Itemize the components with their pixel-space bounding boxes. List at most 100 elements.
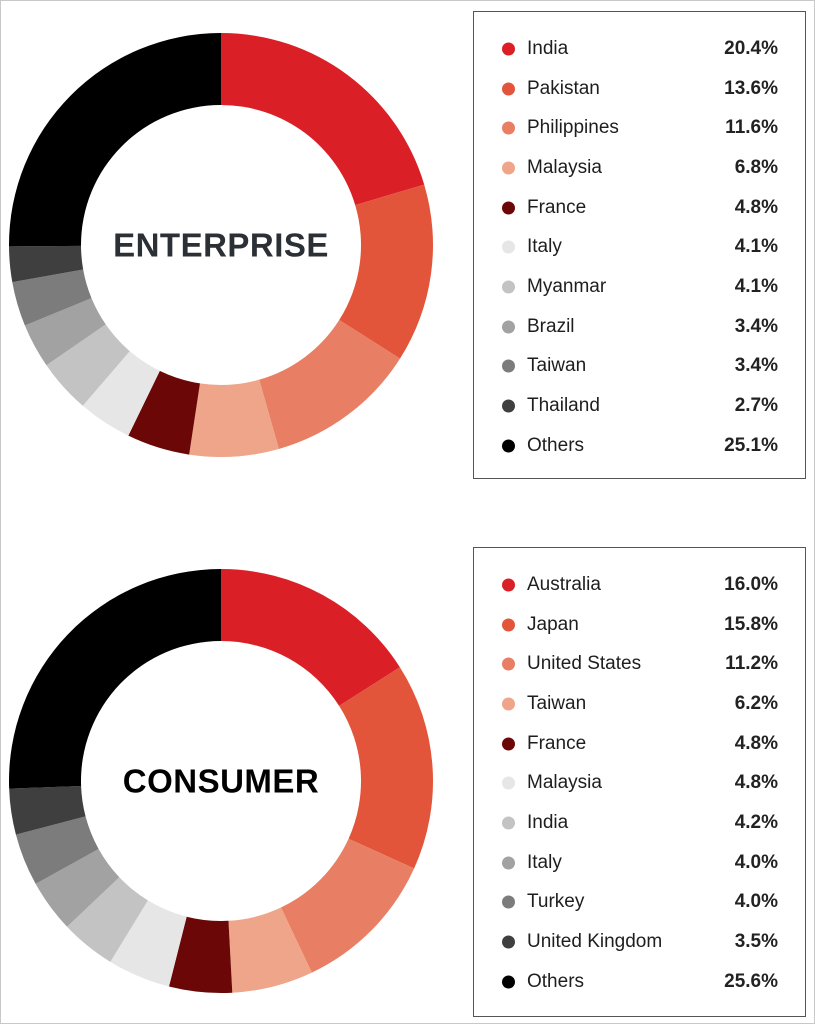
consumer-legend-item-france: France 4.8% xyxy=(474,724,805,764)
legend-value: 4.0% xyxy=(734,851,778,873)
enterprise-slice-others xyxy=(9,33,221,247)
legend-value: 3.4% xyxy=(734,355,778,377)
legend-swatch xyxy=(502,359,515,373)
consumer-donut-chart: CONSUMER xyxy=(8,569,434,993)
legend-value: 11.6% xyxy=(725,117,778,139)
enterprise-legend-item-brazil: Brazil 3.4% xyxy=(474,307,805,347)
legend-label: Malaysia xyxy=(527,772,602,794)
enterprise-legend-item-malaysia: Malaysia 6.8% xyxy=(474,148,805,188)
legend-label: Australia xyxy=(527,573,601,595)
enterprise-slice-italy xyxy=(82,351,160,436)
legend-swatch xyxy=(502,975,515,989)
legend-value: 3.5% xyxy=(734,931,778,953)
legend-swatch xyxy=(502,121,515,135)
legend-value: 4.8% xyxy=(734,732,778,754)
enterprise-legend-item-myanmar: Myanmar 4.1% xyxy=(474,267,805,307)
legend-swatch xyxy=(502,737,515,751)
consumer-slice-turkey xyxy=(15,816,99,884)
consumer-legend-item-turkey: Turkey 4.0% xyxy=(474,883,805,923)
consumer-slice-australia xyxy=(221,569,400,706)
consumer-legend-item-taiwan: Taiwan 6.2% xyxy=(474,684,805,724)
legend-label: France xyxy=(527,732,587,754)
legend-label: Italy xyxy=(527,236,562,258)
legend-label: Others xyxy=(527,434,585,456)
consumer-slice-france xyxy=(168,916,233,993)
legend-label: India xyxy=(527,37,569,59)
legend-value: 4.1% xyxy=(734,275,778,297)
legend-swatch xyxy=(502,42,515,56)
legend-label: Brazil xyxy=(527,315,575,337)
legend-swatch xyxy=(502,82,515,96)
legend-swatch xyxy=(502,697,515,711)
legend-label: Philippines xyxy=(527,117,619,139)
legend-value: 4.0% xyxy=(734,891,778,913)
legend-value: 11.2% xyxy=(725,653,778,675)
legend-swatch xyxy=(502,816,515,830)
legend-swatch xyxy=(502,776,515,790)
consumer-slice-others xyxy=(8,569,221,789)
legend-label: Italy xyxy=(527,851,562,873)
legend-label: Japan xyxy=(527,613,579,635)
legend-value: 25.1% xyxy=(724,434,778,456)
enterprise-legend-item-india: India 20.4% xyxy=(474,29,805,69)
legend-swatch xyxy=(502,399,515,413)
consumer-legend-item-japan: Japan 15.8% xyxy=(474,605,805,645)
legend-value: 6.2% xyxy=(734,692,778,714)
legend-value: 13.6% xyxy=(724,77,778,99)
legend-label: Others xyxy=(527,970,585,992)
enterprise-slice-thailand xyxy=(9,245,84,283)
enterprise-center-label: ENTERPRISE xyxy=(113,227,329,264)
legend-value: 25.6% xyxy=(724,970,778,992)
legend-label: India xyxy=(527,811,569,833)
legend-swatch xyxy=(502,618,515,632)
consumer-legend: Australia 16.0% Japan 15.8% United States 11.… xyxy=(473,547,806,1017)
enterprise-donut-chart: ENTERPRISE xyxy=(9,33,433,457)
enterprise-legend-item-france: France 4.8% xyxy=(474,188,805,228)
legend-swatch xyxy=(502,856,515,870)
legend-value: 4.8% xyxy=(734,196,778,218)
enterprise-legend-item-others: Others 25.1% xyxy=(474,426,805,466)
enterprise-slice-india xyxy=(221,33,425,206)
legend-value: 4.2% xyxy=(734,811,778,833)
legend-label: United States xyxy=(527,653,642,675)
legend-value: 15.8% xyxy=(724,613,778,635)
consumer-legend-list: Australia 16.0% Japan 15.8% United States 11.… xyxy=(474,548,805,1002)
legend-label: United Kingdom xyxy=(527,931,663,953)
consumer-slice-taiwan xyxy=(228,907,312,993)
enterprise-legend: India 20.4% Pakistan 13.6% Philippines 11.6% M… xyxy=(473,11,806,479)
legend-label: Turkey xyxy=(527,891,585,913)
legend-value: 16.0% xyxy=(724,573,778,595)
legend-label: Thailand xyxy=(527,395,600,417)
enterprise-legend-item-italy: Italy 4.1% xyxy=(474,227,805,267)
enterprise-legend-item-thailand: Thailand 2.7% xyxy=(474,386,805,426)
consumer-slice-japan xyxy=(339,667,434,869)
consumer-legend-item-united-kingdom: United Kingdom 3.5% xyxy=(474,922,805,962)
enterprise-slice-france xyxy=(128,370,200,455)
legend-value: 20.4% xyxy=(724,37,778,59)
enterprise-slice-philippines xyxy=(259,320,400,449)
enterprise-slice-taiwan xyxy=(12,269,92,326)
legend-swatch xyxy=(502,935,515,949)
legend-swatch xyxy=(502,657,515,671)
consumer-legend-item-united-states: United States 11.2% xyxy=(474,644,805,684)
enterprise-legend-list: India 20.4% Pakistan 13.6% Philippines 11.6% M… xyxy=(474,12,805,466)
legend-swatch xyxy=(502,201,515,215)
enterprise-legend-item-philippines: Philippines 11.6% xyxy=(474,108,805,148)
legend-swatch xyxy=(502,578,515,592)
legend-swatch xyxy=(502,320,515,334)
legend-label: France xyxy=(527,196,587,218)
enterprise-slice-malaysia xyxy=(189,379,279,457)
legend-label: Taiwan xyxy=(527,355,587,377)
consumer-slice-india xyxy=(67,877,148,962)
consumer-slice-italy xyxy=(35,848,120,927)
consumer-slice-malaysia xyxy=(110,900,187,987)
legend-value: 4.8% xyxy=(734,772,778,794)
legend-swatch xyxy=(502,280,515,294)
legend-swatch xyxy=(502,895,515,909)
enterprise-legend-item-taiwan: Taiwan 3.4% xyxy=(474,347,805,387)
consumer-legend-item-others: Others 25.6% xyxy=(474,962,805,1002)
legend-swatch xyxy=(502,240,515,254)
enterprise-slice-pakistan xyxy=(339,184,433,359)
enterprise-legend-item-pakistan: Pakistan 13.6% xyxy=(474,69,805,109)
